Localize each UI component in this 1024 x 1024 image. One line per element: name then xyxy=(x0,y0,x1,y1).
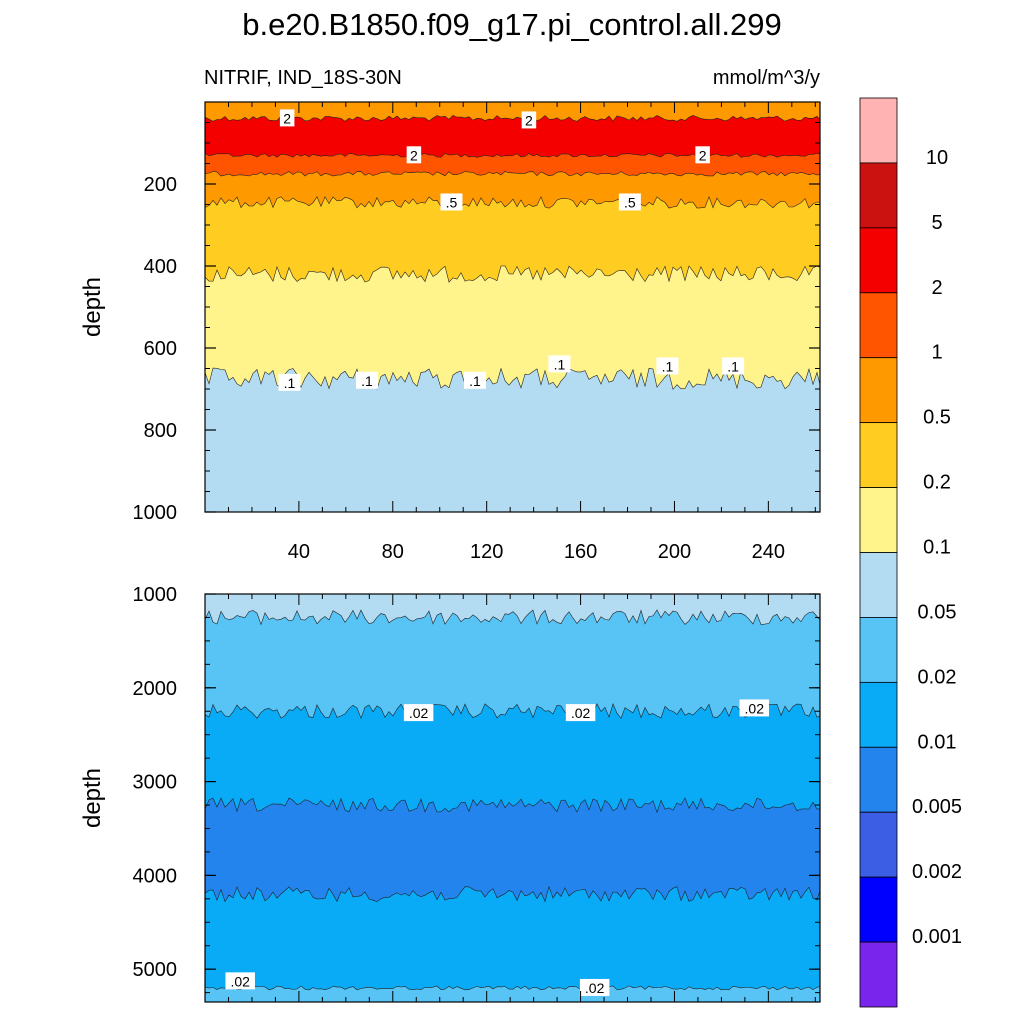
colorbar-label: 2 xyxy=(931,277,942,299)
colorbar-label: 0.001 xyxy=(912,926,962,948)
contour-label-text: .1 xyxy=(361,373,373,389)
contour-label: .5 xyxy=(618,193,641,211)
y-tick-label: 5000 xyxy=(133,959,178,981)
chart-title: b.e20.B1850.f09_g17.pi_control.all.299 xyxy=(242,7,782,42)
contour-label: .02 xyxy=(403,704,434,722)
colorbar-swatch xyxy=(859,292,898,359)
colorbar-label: 0.1 xyxy=(923,537,951,559)
colorbar-swatch xyxy=(859,941,898,1008)
y-tick-label: 4000 xyxy=(133,865,178,887)
colorbar-swatch xyxy=(859,422,898,488)
contour-label: .1 xyxy=(656,357,679,375)
y-axis-label: depth xyxy=(79,768,106,828)
contour-label: .1 xyxy=(355,371,378,389)
colorbar-label: 0.02 xyxy=(918,666,957,688)
contour-label-text: 2 xyxy=(699,147,707,163)
contour-label: 2 xyxy=(521,111,537,129)
x-tick-label: 40 xyxy=(288,541,310,563)
contour-label: .1 xyxy=(548,355,571,373)
contour-label: .5 xyxy=(440,193,463,211)
lower-panel: .02 .02 .02 .02 .02 1000 2000 3000 4000 5000 depth xyxy=(79,584,821,1003)
contour-label-text: .02 xyxy=(230,973,250,989)
colorbar-swatch xyxy=(859,552,898,618)
colorbar-swatch xyxy=(859,97,898,164)
contour-label-text: .1 xyxy=(469,373,481,389)
colorbar-swatch xyxy=(859,811,898,878)
contour-label-text: 2 xyxy=(525,112,533,128)
x-tick-label: 160 xyxy=(564,541,597,563)
contour-label: 2 xyxy=(279,109,295,127)
y-tick-label: 1000 xyxy=(133,584,178,606)
contour-label-text: .5 xyxy=(624,194,636,210)
contour-label-text: .02 xyxy=(409,705,429,721)
colorbar-swatch xyxy=(859,227,898,294)
contour-label-text: 2 xyxy=(283,110,291,126)
y-tick-label: 1000 xyxy=(133,502,178,524)
colorbar-swatch xyxy=(859,681,898,748)
y-tick-label: 200 xyxy=(144,174,177,196)
contour-label-text: .02 xyxy=(745,700,765,716)
upper-panel: 2 2 2 2 .5 .5 .1 .1 .1 .1 .1 .1 200 400 600 800 1000 40 80… xyxy=(79,101,821,563)
y-tick-label: 400 xyxy=(144,256,177,278)
colorbar-label: 0.5 xyxy=(923,407,951,429)
colorbar-label: 0.01 xyxy=(918,731,957,753)
contour-label-text: .1 xyxy=(284,375,296,391)
colorbar: 10 5 2 1 0.5 0.2 0.1 0.05 0.02 0.01 0.005 0.002 0.00… xyxy=(859,97,962,1008)
colorbar-label: 10 xyxy=(926,147,948,169)
colorbar-label: 5 xyxy=(931,212,942,234)
colorbar-swatch xyxy=(859,357,898,424)
x-tick-label: 200 xyxy=(658,541,691,563)
contour-label-text: 2 xyxy=(410,147,418,163)
variable-label: NITRIF, IND_18S-30N xyxy=(204,67,402,89)
contour-label: .02 xyxy=(739,699,770,717)
colorbar-swatch xyxy=(859,876,898,943)
contour-label: .02 xyxy=(565,704,596,722)
contour-label-text: .1 xyxy=(727,358,739,374)
colorbar-label: 0.002 xyxy=(912,861,962,883)
colorbar-label: 0.05 xyxy=(918,601,957,623)
contour-label-text: .02 xyxy=(585,980,605,996)
colorbar-swatch xyxy=(859,162,898,229)
colorbar-label: 1 xyxy=(931,342,942,364)
colorbar-swatch xyxy=(859,617,898,683)
contour-label: .1 xyxy=(463,371,486,389)
band-lower-5 xyxy=(205,985,820,1002)
y-tick-label: 2000 xyxy=(133,678,178,700)
colorbar-swatch xyxy=(859,487,898,553)
contour-label: .02 xyxy=(225,972,255,990)
contour-label-text: .1 xyxy=(662,358,674,374)
y-tick-label: 800 xyxy=(144,420,177,442)
contour-label: 2 xyxy=(695,146,710,164)
band-upper-6 xyxy=(205,367,820,512)
x-tick-label: 120 xyxy=(470,541,503,563)
contour-label: .02 xyxy=(579,978,610,996)
y-tick-label: 600 xyxy=(144,338,177,360)
band-lower-4 xyxy=(205,885,820,1002)
x-tick-label: 80 xyxy=(382,541,404,563)
contour-label: 2 xyxy=(406,146,422,164)
colorbar-label: 0.005 xyxy=(912,796,962,818)
contour-label-text: .5 xyxy=(446,194,458,210)
colorbar-label: 0.2 xyxy=(923,472,951,494)
x-tick-label: 240 xyxy=(752,541,785,563)
y-axis-label: depth xyxy=(79,277,106,337)
y-tick-label: 3000 xyxy=(133,772,178,794)
contour-label-text: .1 xyxy=(554,356,566,372)
colorbar-swatch xyxy=(859,746,898,813)
units-label: mmol/m^3/y xyxy=(713,67,820,89)
contour-label: .1 xyxy=(278,373,301,391)
contour-label-text: .02 xyxy=(571,705,591,721)
plot-frame-lower xyxy=(204,593,821,1003)
contour-label: .1 xyxy=(722,357,745,375)
